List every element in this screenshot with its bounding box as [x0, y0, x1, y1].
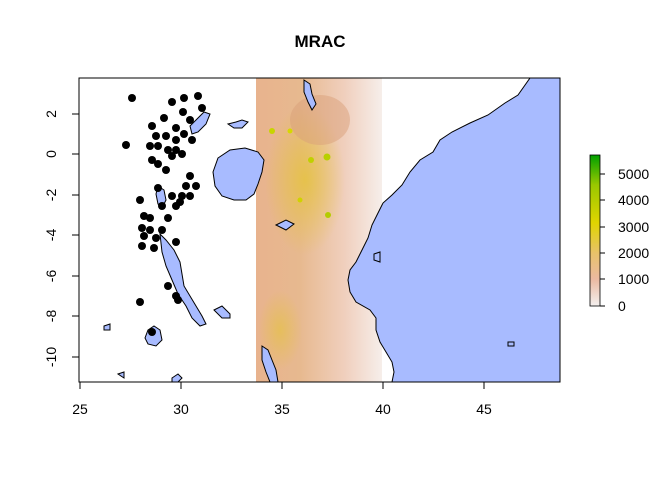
- lake-natron: [274, 219, 295, 231]
- observation-point: [146, 214, 154, 222]
- observation-point: [162, 132, 170, 140]
- observation-point: [178, 150, 186, 158]
- y-axis: 2 0 -2 -4 -6 -8 -10: [43, 110, 80, 367]
- observation-point: [176, 198, 184, 206]
- y-tick-label: 2: [43, 110, 59, 118]
- observation-point: [138, 224, 146, 232]
- observation-point: [160, 114, 168, 122]
- x-tick-label: 45: [476, 401, 492, 417]
- legend-label: 1000: [618, 271, 649, 287]
- x-tick-label: 25: [72, 401, 88, 417]
- observation-point: [152, 132, 160, 140]
- y-tick-label: -6: [43, 270, 59, 283]
- observation-point: [146, 142, 154, 150]
- peak-marker: [308, 157, 314, 163]
- legend-label: 2000: [618, 245, 649, 261]
- observation-point: [122, 141, 130, 149]
- observation-point: [148, 122, 156, 130]
- observation-point: [148, 156, 156, 164]
- observation-point: [172, 146, 180, 154]
- observation-point: [172, 124, 180, 132]
- observation-point: [164, 282, 172, 290]
- x-axis: 25 30 35 40 45: [72, 381, 492, 417]
- observation-point: [179, 108, 187, 116]
- x-tick-label: 35: [274, 401, 290, 417]
- y-tick-label: 0: [43, 150, 59, 158]
- observation-point: [180, 130, 188, 138]
- lake-victoria: [212, 147, 265, 201]
- plot-title: MRAC: [295, 32, 346, 51]
- observation-point: [150, 244, 158, 252]
- legend-label: 5000: [618, 166, 649, 182]
- observation-point: [182, 182, 190, 190]
- observation-point: [186, 116, 194, 124]
- observation-point: [198, 104, 206, 112]
- peak-marker: [323, 153, 331, 161]
- observation-point: [188, 136, 196, 144]
- y-tick-label: -10: [43, 347, 59, 367]
- observation-point: [138, 242, 146, 250]
- lake-albert: [189, 111, 211, 135]
- y-tick-label: -2: [43, 189, 59, 202]
- observation-point: [148, 328, 156, 336]
- observation-point: [186, 192, 194, 200]
- y-tick-label: -4: [43, 229, 59, 242]
- legend-label: 4000: [618, 192, 649, 208]
- elevation-legend: 5000 4000 3000 2000 1000 0: [589, 154, 649, 314]
- indian-ocean: [347, 78, 560, 382]
- observation-point: [180, 94, 188, 102]
- lake-turkana: [303, 79, 317, 111]
- small-lake: [116, 371, 125, 379]
- observation-point: [136, 196, 144, 204]
- small-lake: [507, 341, 515, 347]
- observation-point: [186, 172, 194, 180]
- observation-point: [152, 234, 160, 242]
- legend-label: 3000: [618, 219, 649, 235]
- observation-point: [168, 192, 176, 200]
- observation-points: [122, 92, 206, 336]
- legend-colorbar: [589, 154, 601, 307]
- peak-marker: [297, 197, 303, 203]
- observation-point: [154, 160, 162, 168]
- lake-rukwa: [213, 305, 231, 319]
- observation-point: [192, 182, 200, 190]
- x-tick-label: 30: [173, 401, 189, 417]
- small-lake: [373, 251, 381, 263]
- observation-point: [164, 214, 172, 222]
- x-tick-label: 40: [375, 401, 391, 417]
- small-lake: [103, 323, 111, 331]
- observation-point: [128, 94, 136, 102]
- legend-label: 0: [618, 298, 626, 314]
- observation-point: [146, 226, 154, 234]
- observation-point: [168, 152, 176, 160]
- small-lake: [171, 373, 183, 382]
- observation-point: [158, 226, 166, 234]
- observation-point: [136, 298, 144, 306]
- observation-point: [172, 238, 180, 246]
- observation-point: [154, 142, 162, 150]
- lake-tanganyika: [159, 232, 207, 327]
- peak-marker: [287, 128, 293, 134]
- observation-point: [194, 92, 202, 100]
- observation-point: [162, 166, 170, 174]
- highland-shading: [290, 95, 350, 145]
- observation-point: [164, 146, 172, 154]
- lake-kyoga: [226, 119, 249, 129]
- peak-marker: [269, 128, 275, 134]
- map-layers: [103, 78, 560, 382]
- observation-point: [158, 202, 166, 210]
- peak-marker: [325, 212, 331, 218]
- observation-point: [172, 136, 180, 144]
- observation-point: [140, 232, 148, 240]
- observation-point: [174, 296, 182, 304]
- observation-point: [154, 184, 162, 192]
- y-tick-label: -8: [43, 310, 59, 323]
- observation-point: [168, 98, 176, 106]
- lake-malawi: [261, 345, 279, 382]
- highland-shading: [258, 290, 302, 370]
